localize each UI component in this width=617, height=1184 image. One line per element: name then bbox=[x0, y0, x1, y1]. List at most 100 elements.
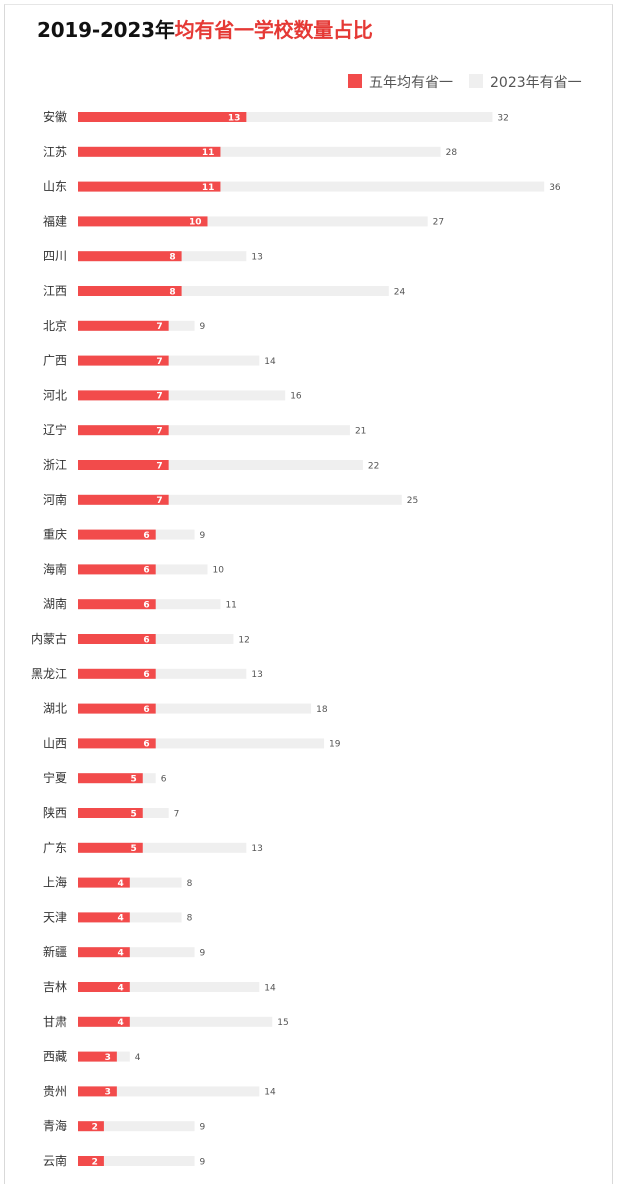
data-label-2023: 14 bbox=[264, 1088, 276, 1098]
category-label: 陕西 bbox=[43, 805, 67, 820]
category-label: 黑龙江 bbox=[31, 667, 67, 681]
data-label-five-year: 7 bbox=[156, 392, 162, 402]
bar-five-year bbox=[78, 808, 143, 818]
category-label: 贵州 bbox=[43, 1084, 67, 1098]
bar-2023 bbox=[78, 668, 247, 679]
data-label-2023: 14 bbox=[264, 357, 276, 367]
data-label-five-year: 4 bbox=[118, 983, 124, 993]
bar-2023 bbox=[78, 460, 363, 470]
data-label-five-year: 5 bbox=[130, 775, 136, 785]
data-label-five-year: 11 bbox=[202, 183, 215, 193]
bar-row: 安徽 13 32 bbox=[43, 109, 509, 124]
bar-row: 宁夏 5 6 bbox=[43, 770, 167, 785]
category-label: 天津 bbox=[43, 910, 67, 924]
bar-five-year bbox=[78, 842, 143, 853]
data-label-2023: 13 bbox=[251, 670, 262, 680]
data-label-five-year: 5 bbox=[130, 809, 136, 819]
data-label-2023: 21 bbox=[355, 427, 366, 437]
bar-row: 陕西 5 7 bbox=[43, 805, 179, 820]
bar-five-year bbox=[78, 494, 169, 505]
category-label: 宁夏 bbox=[43, 770, 67, 785]
bar-five-year bbox=[78, 216, 208, 227]
bar-row: 北京 7 9 bbox=[43, 319, 206, 333]
data-label-five-year: 5 bbox=[130, 844, 136, 854]
bar-five-year bbox=[78, 181, 221, 192]
data-label-2023: 14 bbox=[264, 983, 276, 993]
bar-2023 bbox=[78, 181, 545, 192]
data-label-five-year: 7 bbox=[156, 427, 162, 437]
data-label-2023: 4 bbox=[135, 1053, 141, 1063]
bar-five-year bbox=[78, 425, 169, 436]
chart-title-part1: 2019-2023年 bbox=[37, 18, 175, 42]
bar-2023 bbox=[78, 947, 195, 958]
legend-swatch-2023 bbox=[469, 74, 483, 88]
bar-five-year bbox=[78, 773, 143, 784]
category-label: 福建 bbox=[43, 213, 67, 228]
data-label-five-year: 6 bbox=[143, 566, 149, 576]
bar-row: 湖北 6 18 bbox=[43, 701, 328, 716]
legend-label-five-year: 五年均有省一 bbox=[369, 75, 453, 91]
data-label-2023: 9 bbox=[200, 949, 206, 959]
bar-row: 河北 7 16 bbox=[43, 388, 302, 402]
bar-row: 上海 4 8 bbox=[43, 875, 193, 890]
chart-title: 2019-2023年均有省一学校数量占比 bbox=[37, 14, 373, 43]
data-label-five-year: 6 bbox=[143, 531, 149, 541]
bar-five-year bbox=[78, 1051, 117, 1062]
bar-five-year bbox=[78, 703, 156, 714]
data-label-2023: 9 bbox=[200, 1157, 206, 1167]
data-label-five-year: 2 bbox=[92, 1123, 98, 1133]
bar-five-year bbox=[78, 390, 169, 401]
bar-2023 bbox=[78, 1156, 195, 1166]
data-label-2023: 8 bbox=[187, 914, 193, 924]
data-label-2023: 9 bbox=[200, 1123, 206, 1133]
data-label-five-year: 6 bbox=[143, 635, 149, 645]
data-label-2023: 7 bbox=[174, 809, 180, 819]
bar-row: 海南 6 10 bbox=[43, 561, 224, 576]
data-label-five-year: 4 bbox=[118, 879, 124, 889]
data-label-five-year: 7 bbox=[156, 461, 162, 471]
category-label: 江西 bbox=[43, 284, 67, 298]
category-label: 吉林 bbox=[43, 980, 67, 994]
category-label: 浙江 bbox=[43, 458, 67, 472]
bar-row: 贵州 3 14 bbox=[43, 1084, 276, 1098]
bar-2023 bbox=[78, 216, 428, 227]
data-label-2023: 32 bbox=[497, 113, 508, 123]
bar-five-year bbox=[78, 668, 156, 679]
bar-five-year bbox=[78, 738, 156, 749]
category-label: 新疆 bbox=[43, 944, 67, 959]
bar-five-year bbox=[78, 355, 169, 366]
category-label: 青海 bbox=[43, 1118, 67, 1133]
bar-row: 广东 5 13 bbox=[43, 841, 263, 855]
category-label: 四川 bbox=[43, 249, 67, 263]
bar-2023 bbox=[78, 425, 350, 436]
data-label-2023: 12 bbox=[238, 635, 249, 645]
bar-2023 bbox=[78, 390, 286, 401]
bar-five-year bbox=[78, 320, 169, 331]
data-label-five-year: 2 bbox=[92, 1157, 98, 1167]
bar-2023 bbox=[78, 703, 312, 714]
data-label-five-year: 3 bbox=[105, 1088, 111, 1098]
bar-row: 江苏 11 28 bbox=[43, 145, 457, 159]
category-label: 上海 bbox=[43, 875, 67, 890]
category-label: 甘肃 bbox=[43, 1015, 67, 1029]
data-label-2023: 22 bbox=[368, 461, 379, 471]
bar-five-year bbox=[78, 877, 130, 888]
data-label-2023: 13 bbox=[251, 844, 262, 854]
bar-row: 福建 10 27 bbox=[43, 213, 444, 228]
category-label: 山西 bbox=[43, 736, 67, 750]
bar-row: 云南 2 9 bbox=[43, 1153, 206, 1168]
data-label-2023: 9 bbox=[200, 531, 206, 541]
data-label-five-year: 6 bbox=[143, 705, 149, 715]
data-label-2023: 13 bbox=[251, 253, 262, 263]
bar-five-year bbox=[78, 1156, 104, 1166]
data-label-five-year: 3 bbox=[105, 1053, 111, 1063]
bar-five-year bbox=[78, 251, 182, 262]
bar-row: 青海 2 9 bbox=[43, 1118, 206, 1133]
bar-2023 bbox=[78, 494, 402, 505]
category-label: 山东 bbox=[43, 180, 67, 194]
category-label: 河南 bbox=[43, 492, 67, 507]
data-label-five-year: 8 bbox=[169, 287, 175, 297]
category-label: 云南 bbox=[43, 1153, 67, 1168]
category-label: 广东 bbox=[43, 841, 67, 855]
